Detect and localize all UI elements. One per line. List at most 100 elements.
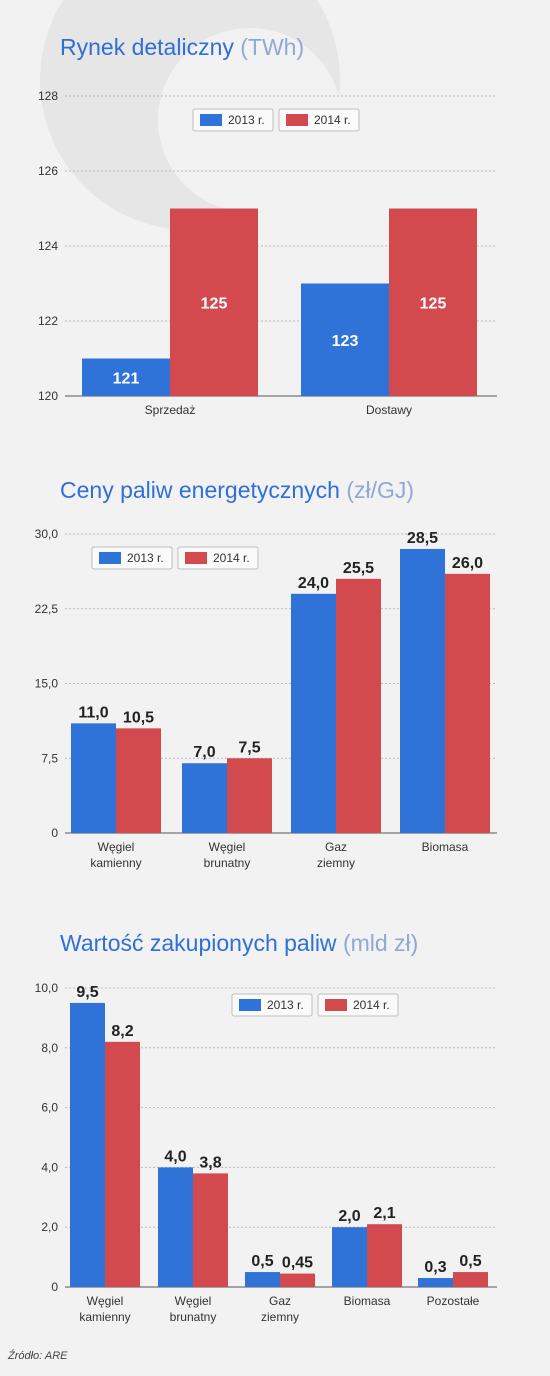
- x-tick-label: Biomasa: [422, 840, 469, 854]
- y-tick-label: 6,0: [41, 1101, 58, 1115]
- y-tick-label: 8,0: [41, 1041, 58, 1055]
- bar: [71, 723, 116, 833]
- y-tick-label: 2,0: [41, 1220, 58, 1234]
- x-tick-label: kamienny: [79, 1310, 130, 1324]
- bar-chart-fuel-prices: 0 7,5 15,0 22,5 30,0 11,0 10,5 Węgiel kamienny 7,…: [35, 527, 497, 870]
- data-label: 8,2: [111, 1023, 133, 1040]
- y-tick-label: 15,0: [35, 677, 59, 691]
- chart-title-unit: (TWh): [240, 34, 305, 60]
- y-tick-label: 22,5: [35, 602, 59, 616]
- x-tick-label: Biomasa: [344, 1294, 391, 1308]
- chart-title-unit: (zł/GJ): [346, 477, 415, 503]
- y-tick-label: 122: [38, 314, 58, 328]
- chart-title: Wartość zakupionych paliw (mld zł): [60, 930, 418, 957]
- legend-label: 2013 r.: [228, 113, 265, 127]
- legend: 2013 r. 2014 r.: [192, 108, 360, 132]
- bar: [158, 1167, 193, 1287]
- bar: [389, 208, 477, 396]
- bar: [105, 1041, 140, 1287]
- data-label: 7,5: [238, 739, 260, 756]
- chart-title: Ceny paliw energetycznych (zł/GJ): [60, 477, 414, 504]
- bar: [280, 1273, 315, 1287]
- legend-swatch: [185, 552, 207, 564]
- bar: [227, 758, 272, 833]
- bar: [418, 1278, 453, 1287]
- legend: 2013 r. 2014 r.: [91, 546, 259, 570]
- bar: [245, 1272, 280, 1287]
- legend-swatch: [325, 999, 347, 1011]
- chart-title-text: Rynek detaliczny: [60, 34, 234, 60]
- chart-title-unit: (mld zł): [342, 930, 419, 956]
- legend-swatch: [286, 114, 308, 126]
- data-label: 11,0: [78, 704, 108, 721]
- data-label: 4,0: [164, 1148, 186, 1165]
- x-tick-label: Gaz: [325, 840, 347, 854]
- y-tick-label: 10,0: [35, 981, 59, 995]
- data-label: 24,0: [298, 575, 329, 592]
- source-note: Źródło: ARE: [8, 1350, 68, 1362]
- x-tick-label: Sprzedaż: [145, 403, 196, 417]
- bar: [453, 1272, 488, 1287]
- bar: [170, 208, 258, 396]
- data-label: 3,8: [199, 1154, 221, 1171]
- legend-label: 2014 r.: [213, 551, 250, 565]
- bar: [82, 358, 170, 396]
- data-label: 125: [201, 295, 228, 312]
- legend-swatch: [200, 114, 222, 126]
- chart-title-text: Ceny paliw energetycznych: [60, 477, 340, 503]
- data-label: 0,5: [459, 1253, 481, 1270]
- x-tick-label: Węgiel: [209, 840, 246, 854]
- x-tick-label: brunatny: [170, 1310, 217, 1324]
- x-tick-label: ziemny: [317, 856, 355, 870]
- y-tick-label: 126: [38, 164, 58, 178]
- chart-title: Rynek detaliczny (TWh): [60, 34, 304, 61]
- x-tick-label: Węgiel: [98, 840, 135, 854]
- bar: [336, 578, 381, 833]
- y-tick-label: 120: [38, 389, 58, 403]
- bar: [182, 763, 227, 833]
- bar: [70, 1002, 105, 1287]
- bar: [193, 1173, 228, 1287]
- y-tick-label: 4,0: [41, 1160, 58, 1174]
- x-tick-label: Węgiel: [175, 1294, 212, 1308]
- x-tick-label: brunatny: [204, 856, 251, 870]
- bar-chart-fuel-purchase-value: 0 2,0 4,0 6,0 8,0 10,0 9,5 8,2 Węgiel kamienny 4,0…: [35, 981, 497, 1324]
- legend-label: 2014 r.: [314, 113, 351, 127]
- data-label: 28,5: [407, 530, 438, 547]
- y-tick-label: 124: [38, 239, 58, 253]
- bar: [445, 573, 490, 833]
- data-label: 125: [420, 295, 447, 312]
- data-label: 9,5: [76, 984, 98, 1001]
- legend-label: 2013 r.: [267, 998, 304, 1012]
- y-tick-label: 7,5: [41, 751, 58, 765]
- data-label: 0,3: [424, 1259, 446, 1276]
- chart-title-text: Wartość zakupionych paliw: [60, 930, 337, 956]
- legend-label: 2013 r.: [127, 551, 164, 565]
- data-label: 0,45: [282, 1255, 313, 1272]
- data-label: 2,1: [373, 1205, 395, 1222]
- y-tick-label: 0: [51, 1280, 58, 1294]
- legend: 2013 r. 2014 r.: [231, 993, 399, 1017]
- data-label: 0,5: [251, 1253, 273, 1270]
- x-tick-label: ziemny: [261, 1310, 299, 1324]
- data-label: 10,5: [123, 709, 154, 726]
- y-tick-label: 0: [51, 826, 58, 840]
- y-tick-label: 30,0: [35, 527, 59, 541]
- bar-chart-retail-market: 120 122 124 126 128 121 125 Sprzedaż 123 125 Dosta…: [38, 89, 497, 417]
- data-label: 25,5: [343, 560, 374, 577]
- x-tick-label: Węgiel: [87, 1294, 124, 1308]
- legend-label: 2014 r.: [353, 998, 390, 1012]
- bar: [291, 593, 336, 833]
- bar: [400, 548, 445, 833]
- data-label: 121: [113, 370, 140, 387]
- y-tick-label: 128: [38, 89, 58, 103]
- data-label: 26,0: [452, 555, 483, 572]
- bar: [332, 1227, 367, 1287]
- bar: [367, 1224, 402, 1287]
- data-label: 7,0: [193, 744, 215, 761]
- x-tick-label: Pozostałe: [427, 1294, 480, 1308]
- bar: [301, 283, 389, 396]
- data-label: 123: [332, 333, 359, 350]
- data-label: 2,0: [338, 1208, 360, 1225]
- bar: [116, 728, 161, 833]
